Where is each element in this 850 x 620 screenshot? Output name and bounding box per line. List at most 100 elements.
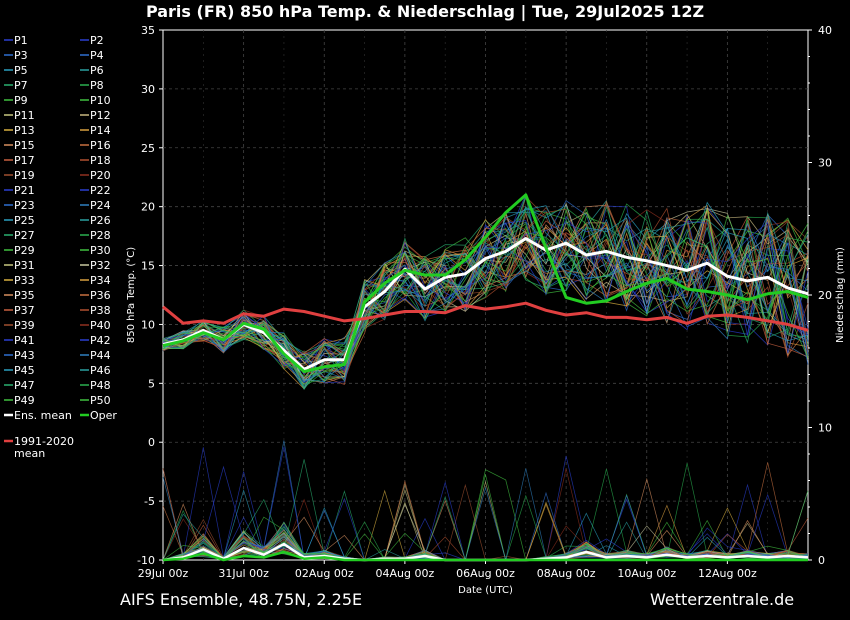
y-tick-label: -5 [144,495,155,508]
legend-label: P42 [90,334,111,347]
legend-label: P15 [14,139,35,152]
oper-precip-line [162,550,808,562]
member-temp-line [162,204,809,390]
legend-label: P33 [14,274,35,287]
y-tick-label: 35 [141,24,155,37]
legend-label: P27 [14,229,35,242]
legend-label: Oper [90,409,117,422]
legend-label: P11 [14,109,35,122]
legend-label: P39 [14,319,35,332]
legend-label: P6 [90,64,104,77]
x-tick-label: 31Jul 00z [218,567,269,580]
legend-label: P20 [90,169,111,182]
x-tick-label: 02Aug 00z [295,567,354,580]
legend-label: P18 [90,154,111,167]
y-right-tick-label: 30 [818,157,832,170]
y-tick-label: 20 [141,201,155,214]
legend-label: P29 [14,244,35,257]
legend-label: P10 [90,94,111,107]
member-temp-line [162,195,809,390]
legend-label: P47 [14,379,35,392]
y-tick-label: 0 [148,436,155,449]
y-right-tick-label: 20 [818,289,832,302]
legend-label: P12 [90,109,111,122]
member-temp-line [162,218,809,365]
member-temp-line [162,215,809,386]
legend-label: mean [14,447,45,460]
legend-label: P24 [90,199,111,212]
legend-label: P4 [90,49,104,62]
y-tick-label: 10 [141,318,155,331]
legend-label: P31 [14,259,35,272]
member-temp-line [162,209,809,386]
legend-label: Ens. mean [14,409,72,422]
legend-label: P30 [90,244,111,257]
y-tick-label: 25 [141,142,155,155]
legend: P1 P2 P3 P4 P5 P6 P7 P8 P9 P10 P11 P12 P13 P14 P15 P16 P… [4,34,117,460]
legend-label: P34 [90,274,111,287]
legend-label: P49 [14,394,35,407]
legend-label: P14 [90,124,111,137]
legend-label: P16 [90,139,111,152]
y-right-tick-label: 40 [818,24,832,37]
chart-title: Paris (FR) 850 hPa Temp. & Niederschlag … [145,2,705,21]
y-right-axis-label: Niederschlag (mm) [835,247,846,343]
member-precip-line [162,474,809,561]
x-tick-label: 06Aug 00z [456,567,515,580]
y-axis-label: 850 hPa Temp. (°C) [126,247,137,343]
legend-label: P2 [90,34,104,47]
member-temp-line [162,227,809,383]
x-tick-label: 04Aug 00z [376,567,435,580]
legend-label: P44 [90,349,111,362]
legend-label: P38 [90,304,111,317]
legend-label: P19 [14,169,35,182]
legend-label: P1 [14,34,28,47]
legend-label: P25 [14,214,35,227]
x-axis-label: Date (UTC) [458,585,513,596]
legend-label: P7 [14,79,28,92]
legend-label: P9 [14,94,28,107]
legend-label: P37 [14,304,35,317]
x-tick-label: 08Aug 00z [537,567,596,580]
legend-label: P45 [14,364,35,377]
legend-label: P17 [14,154,35,167]
y-tick-label: 5 [148,377,155,390]
member-temp-line [162,195,809,379]
member-temp-line [162,207,809,378]
legend-label: P35 [14,289,35,302]
member-precip-line [162,455,809,561]
y-tick-label: 15 [141,260,155,273]
legend-label: P40 [90,319,111,332]
legend-label: P43 [14,349,35,362]
legend-label: P32 [90,259,111,272]
x-tick-label: 10Aug 00z [617,567,676,580]
legend-label: P8 [90,79,104,92]
member-temp-line [162,216,809,366]
model-info: AIFS Ensemble, 48.75N, 2.25E [120,590,363,609]
legend-label: P48 [90,379,111,392]
legend-label: P13 [14,124,35,137]
x-tick-label: 12Aug 00z [698,567,757,580]
legend-label: P41 [14,334,35,347]
legend-label: 1991-2020 [14,435,74,448]
legend-label: P36 [90,289,111,302]
1991-2020-mean-temp-line [162,301,809,332]
legend-label: P28 [90,229,111,242]
y-right-tick-label: 0 [818,554,825,567]
legend-label: P50 [90,394,111,407]
legend-label: P5 [14,64,28,77]
member-temp-line [162,209,809,382]
legend-label: P21 [14,184,35,197]
y-tick-label: -10 [137,554,155,567]
site-credit: Wetterzentrale.de [650,590,795,609]
legend-label: P46 [90,364,111,377]
y-tick-label: 30 [141,83,155,96]
x-tick-label: 29Jul 00z [138,567,189,580]
legend-label: P3 [14,49,28,62]
oper-temp-line [162,193,809,374]
legend-label: P23 [14,199,35,212]
legend-label: P22 [90,184,111,197]
legend-label: P26 [90,214,111,227]
